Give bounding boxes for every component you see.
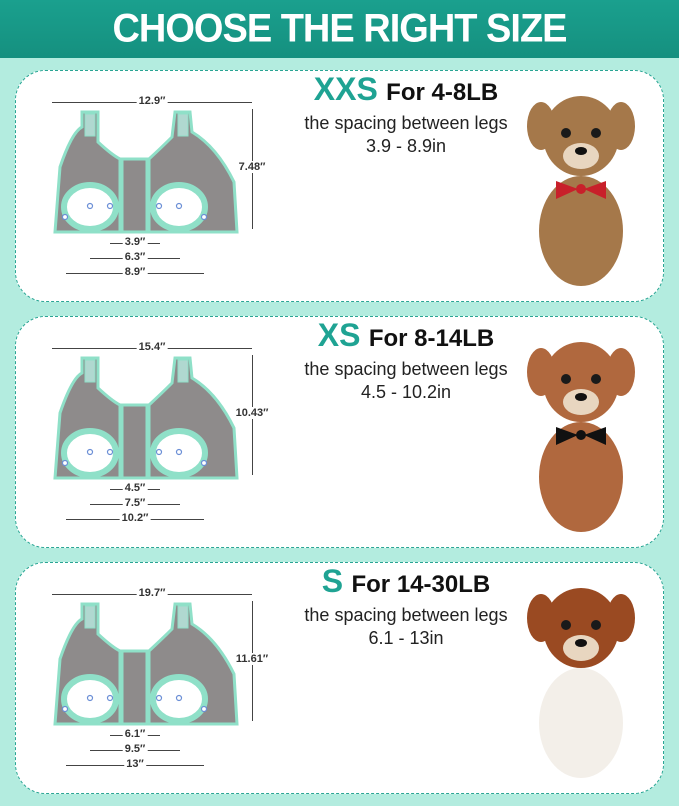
spacing-label: the spacing between legs <box>304 605 508 625</box>
harness-illustration <box>53 602 239 726</box>
outer-label: 8.9″ <box>122 266 148 278</box>
size-name: XXS <box>313 71 378 107</box>
dog-photo <box>527 588 635 778</box>
outer-label: 13″ <box>124 758 146 770</box>
spacing-value: 4.5 - 10.2in <box>360 382 452 402</box>
spacing-value: 3.9 - 8.9in <box>365 136 447 156</box>
inner-label: 3.9″ <box>122 236 148 248</box>
size-name: XS <box>317 317 361 353</box>
size-name: S <box>321 563 344 599</box>
middle-label: 7.5″ <box>122 497 148 509</box>
harness-illustration <box>53 356 239 480</box>
inner-label: 6.1″ <box>122 728 148 740</box>
inner-label: 4.5″ <box>122 482 148 494</box>
outer-label: 10.2″ <box>119 512 151 524</box>
width-label: 15.4″ <box>136 341 168 353</box>
page-title: CHOOSE THE RIGHT SIZE <box>112 6 567 52</box>
harness-illustration <box>53 110 239 234</box>
spacing-label: the spacing between legs <box>304 359 508 379</box>
size-panel-xxs: 12.9″ 7.48″ 3.9″ 6.3″ 8.9″ XXS For 4-8LB… <box>15 70 664 302</box>
size-info: XS For 8-14LB the spacing between legs 4… <box>266 317 546 404</box>
spacing-label: the spacing between legs <box>304 113 508 133</box>
size-panel-xs: 15.4″ 10.43″ 4.5″ 7.5″ 10.2″ XS For 8-14… <box>15 316 664 548</box>
size-info: XXS For 4-8LB the spacing between legs 3… <box>266 71 546 158</box>
dog-photo <box>527 96 635 286</box>
weight-range: For 8-14LB <box>368 325 495 352</box>
width-label: 12.9″ <box>136 95 168 107</box>
weight-range: For 14-30LB <box>351 571 491 598</box>
dog-photo <box>527 342 635 532</box>
middle-label: 6.3″ <box>122 251 148 263</box>
header-banner: CHOOSE THE RIGHT SIZE <box>0 0 679 58</box>
height-label: 11.61″ <box>233 653 271 665</box>
size-panel-s: 19.7″ 11.61″ 6.1″ 9.5″ 13″ S For 14-30LB… <box>15 562 664 794</box>
height-label: 10.43″ <box>233 407 271 419</box>
weight-range: For 4-8LB <box>386 79 499 106</box>
size-info: S For 14-30LB the spacing between legs 6… <box>266 563 546 650</box>
width-label: 19.7″ <box>136 587 168 599</box>
height-label: 7.48″ <box>236 161 268 173</box>
spacing-value: 6.1 - 13in <box>368 628 444 648</box>
middle-label: 9.5″ <box>122 743 148 755</box>
